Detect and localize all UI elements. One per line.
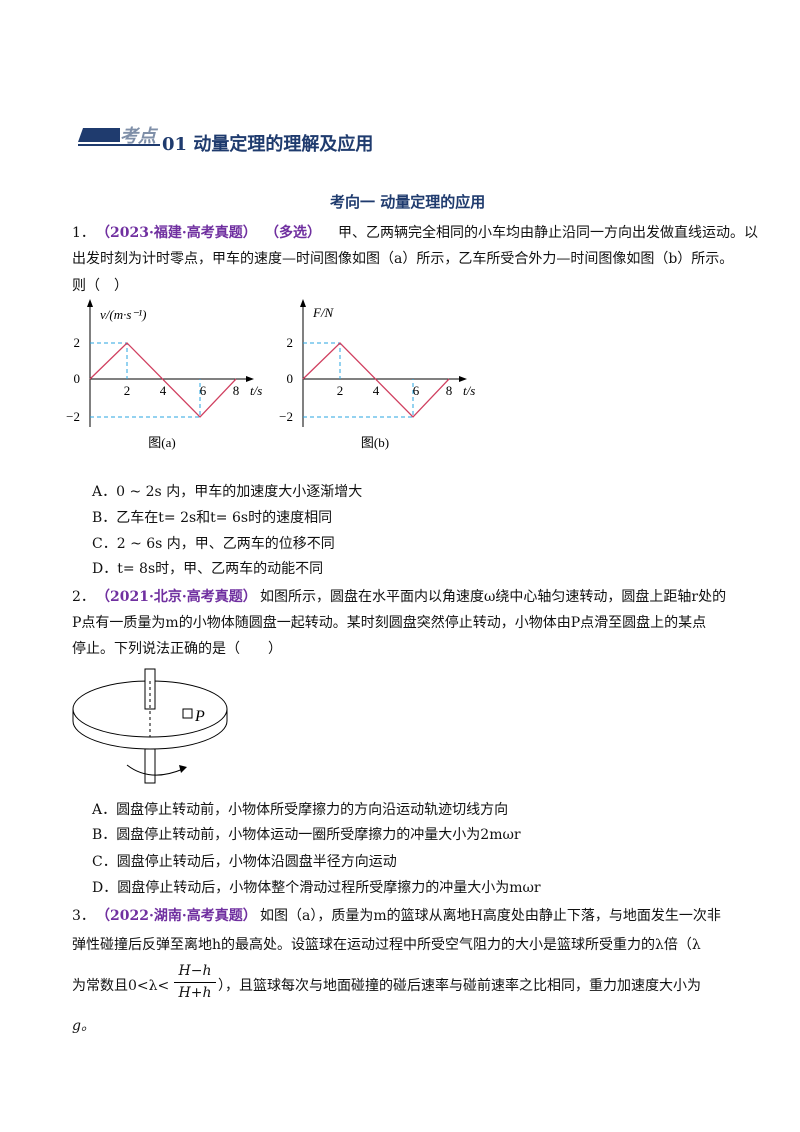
option: C．2 ~ 6s 内，甲、乙两车的位移不同 (92, 536, 335, 552)
fraction-bar (174, 982, 216, 983)
option: C．圆盘停止转动后，小物体沿圆盘半径方向运动 (92, 854, 397, 870)
section-title: 考向一 动量定理的应用 (330, 193, 486, 211)
tick-label: 4 (160, 383, 167, 398)
q-number: 2． (72, 589, 95, 605)
axis-label: v/(m·s⁻¹) (100, 307, 147, 322)
tick-label: 8 (446, 383, 453, 398)
tick-label: 0 (74, 371, 81, 386)
axis-label: t/s (463, 383, 475, 398)
caption: 图(b) (361, 435, 389, 450)
q-source: （2022·湖南·高考真题） (96, 908, 257, 924)
q-line: P点有一质量为m的小物体随圆盘一起转动。某时刻圆盘突然停止转动，小物体由P点滑至… (72, 615, 707, 631)
tick-label: −2 (66, 409, 80, 424)
q-line: g。 (72, 1018, 95, 1034)
fraction-den: H+h (178, 985, 212, 1001)
option: A．0 ~ 2s 内，甲车的加速度大小逐渐增大 (92, 484, 363, 500)
tick-label: 2 (124, 383, 131, 398)
tick-label: 2 (287, 335, 294, 350)
q-line: 弹性碰撞后反弹至离地h的最高处。设篮球在运动过程中所受空气阻力的大小是篮球所受重… (72, 937, 701, 953)
graph-a: v/(m·s⁻¹) 2 0 −2 2 4 6 8 t/s 图(a) (66, 299, 262, 450)
figure-label: P (194, 708, 205, 725)
tick-label: −2 (279, 409, 293, 424)
tick-label: 4 (373, 383, 380, 398)
q-tag: （多选） (265, 225, 321, 241)
q-line: 出发时刻为计时零点，甲车的速度—时间图像如图（a）所示，乙车所受合外力—时间图像… (72, 251, 734, 267)
option: A．圆盘停止转动前，小物体所受摩擦力的方向沿运动轨迹切线方向 (92, 802, 509, 818)
q-line: 停止。下列说法正确的是（ ） (72, 641, 282, 657)
option: D．圆盘停止转动后，小物体整个滑动过程所受摩擦力的冲量大小为mωr (92, 880, 541, 896)
graphs: v/(m·s⁻¹) 2 0 −2 2 4 6 8 t/s 图(a) F/N 2 … (66, 299, 475, 450)
disk-figure: P (72, 668, 228, 784)
header-line (78, 144, 160, 146)
axis-label: F/N (312, 305, 335, 320)
option: B．圆盘停止转动前，小物体运动一圈所受摩擦力的冲量大小为2mωr (92, 827, 521, 843)
q-line: ），且篮球每次与地面碰撞的碰后速率与碰前速率之比相同，重力加速度大小为 (218, 978, 701, 994)
graph-b: F/N 2 0 −2 2 4 6 8 t/s 图(b) (279, 299, 475, 450)
q-line: 则（ ） (72, 278, 128, 294)
tick-label: 6 (200, 383, 207, 398)
header-bar (78, 128, 120, 142)
option: D．t= 8s时，甲、乙两车的动能不同 (92, 561, 324, 577)
fraction-num: H−h (178, 963, 212, 979)
option: B．乙车在t= 2s和t= 6s时的速度相同 (92, 510, 333, 526)
tick-label: 2 (337, 383, 344, 398)
axis-label: t/s (250, 383, 262, 398)
q-line: 为常数且0<λ< (72, 978, 170, 994)
q-source: （2023·福建·高考真题） (96, 225, 257, 241)
q-line: 如图（a），质量为m的篮球从离地H高度处由静止下落，与地面发生一次非 (260, 908, 721, 924)
header-title: 01 动量定理的理解及应用 (162, 134, 374, 155)
q-line: 如图所示，圆盘在水平面内以角速度ω绕中心轴匀速转动，圆盘上距轴r处的 (260, 589, 727, 605)
tick-label: 2 (74, 335, 81, 350)
q-number: 3． (72, 908, 95, 924)
q-line: 甲、乙两辆完全相同的小车均由静止沿同一方向出发做直线运动。以 (338, 225, 758, 241)
caption: 图(a) (148, 435, 175, 450)
tick-label: 0 (287, 371, 294, 386)
tick-label: 8 (233, 383, 240, 398)
q-source: （2021·北京·高考真题） (96, 589, 257, 605)
tick-label: 6 (413, 383, 420, 398)
header-badge: 考点 (120, 126, 156, 147)
q-number: 1． (72, 225, 95, 241)
